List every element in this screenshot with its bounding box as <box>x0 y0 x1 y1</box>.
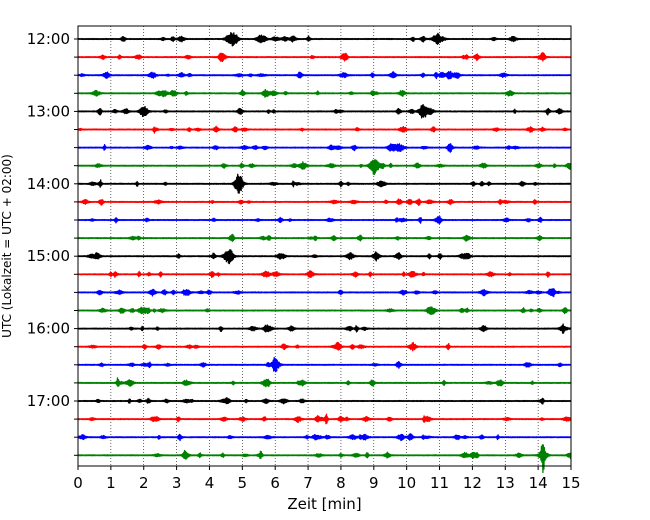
trace-1345 <box>77 159 572 176</box>
trace-1645 <box>77 377 572 388</box>
trace-1615 <box>77 341 572 352</box>
trace-1245 <box>77 88 572 98</box>
y-tick-label: 17:00 <box>27 392 70 410</box>
x-tick-label: 10 <box>397 474 416 492</box>
trace-1745 <box>77 444 572 474</box>
trace-1500 <box>77 249 572 265</box>
trace-1630 <box>77 357 572 373</box>
x-tick-label: 7 <box>303 474 313 492</box>
y-tick-label: 16:00 <box>27 320 70 338</box>
trace-1200 <box>77 31 572 47</box>
trace-1315 <box>77 125 572 134</box>
trace-1600 <box>77 323 572 334</box>
x-axis-label: Zeit [min] <box>287 495 361 513</box>
x-tick-label: 13 <box>496 474 515 492</box>
trace-1400 <box>77 173 572 194</box>
plot-frame <box>77 25 572 467</box>
x-tick-label: 12 <box>463 474 482 492</box>
x-tick-label: 0 <box>73 474 83 492</box>
x-tick-label: 5 <box>238 474 248 492</box>
x-tick-label: 3 <box>172 474 182 492</box>
x-tick-label: 2 <box>139 474 149 492</box>
x-tick-label: 8 <box>336 474 346 492</box>
trace-1700 <box>77 396 572 405</box>
x-tick-label: 9 <box>369 474 379 492</box>
seismogram-traces <box>77 31 572 474</box>
trace-1730 <box>77 433 572 442</box>
trace-1545 <box>77 306 572 315</box>
x-tick-label: 1 <box>106 474 116 492</box>
x-tick-label: 15 <box>561 474 580 492</box>
x-tick-label: 4 <box>205 474 215 492</box>
trace-1215 <box>77 52 572 63</box>
y-axis-label: UTC (Lokalzeit = UTC + 02:00) <box>0 154 14 338</box>
y-axis-ticks: 12:00 13:00 14:00 15:00 16:00 17:00 <box>27 30 78 456</box>
x-tick-label: 14 <box>529 474 548 492</box>
trace-1715 <box>77 413 572 425</box>
x-tick-label: 6 <box>270 474 280 492</box>
y-tick-label: 15:00 <box>27 247 70 265</box>
trace-1415 <box>77 198 572 206</box>
trace-1230 <box>77 70 572 80</box>
y-tick-label: 13:00 <box>27 102 70 120</box>
minute-gridlines <box>110 26 539 466</box>
x-tick-label: 11 <box>430 474 449 492</box>
trace-1330 <box>77 143 572 153</box>
trace-1515 <box>77 270 572 278</box>
trace-1445 <box>77 233 572 242</box>
y-tick-label: 12:00 <box>27 30 70 48</box>
x-axis-ticks: 0 1 2 3 4 5 6 7 8 9 10 11 12 13 14 15 <box>73 466 581 492</box>
trace-1300 <box>77 104 572 119</box>
trace-1530 <box>77 288 572 298</box>
y-tick-label: 14:00 <box>27 175 70 193</box>
trace-1430 <box>77 215 572 225</box>
